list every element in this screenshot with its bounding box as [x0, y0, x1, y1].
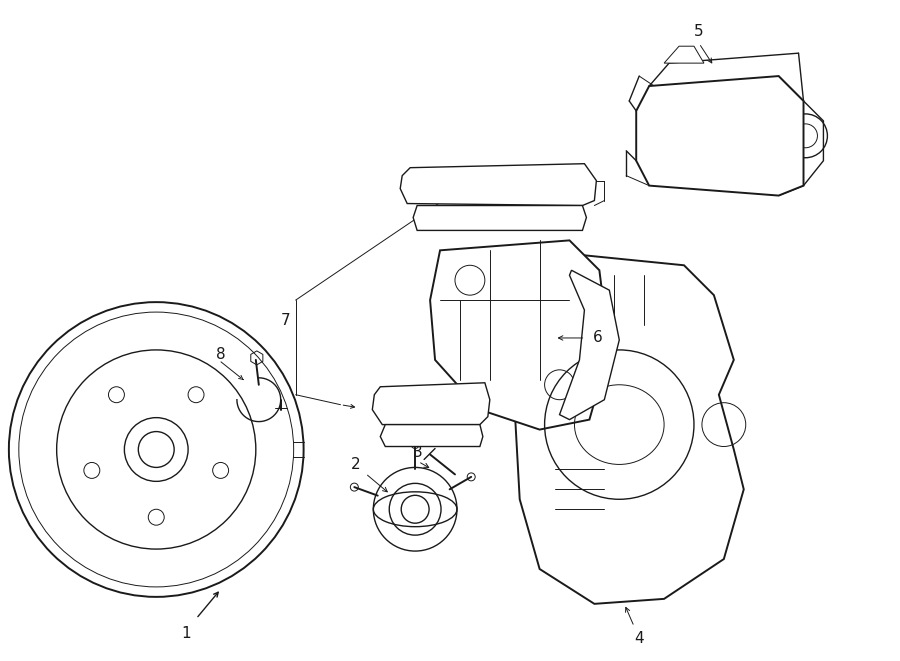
Polygon shape: [381, 424, 483, 447]
Text: 2: 2: [351, 457, 360, 472]
Text: 7: 7: [281, 313, 291, 328]
Polygon shape: [413, 206, 587, 231]
Polygon shape: [778, 76, 824, 196]
Text: 3: 3: [413, 445, 423, 460]
Text: 6: 6: [592, 330, 602, 346]
Text: 5: 5: [694, 24, 704, 39]
Text: 8: 8: [216, 348, 226, 362]
Polygon shape: [636, 76, 804, 196]
Text: 4: 4: [634, 631, 644, 646]
Polygon shape: [560, 270, 619, 420]
Polygon shape: [430, 241, 609, 430]
Polygon shape: [373, 383, 490, 424]
Polygon shape: [664, 46, 704, 63]
Text: 1: 1: [181, 626, 191, 641]
Polygon shape: [515, 255, 743, 604]
Polygon shape: [400, 164, 597, 206]
